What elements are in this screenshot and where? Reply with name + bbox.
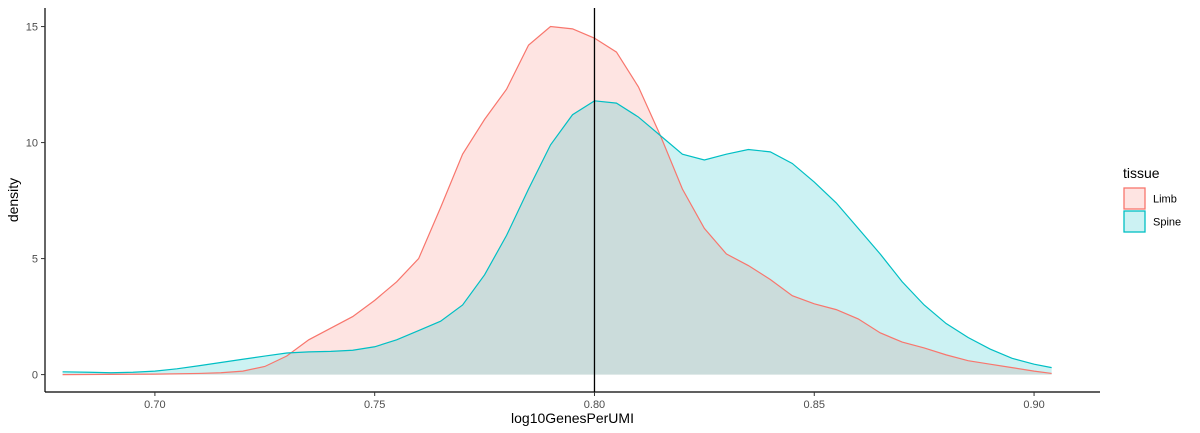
legend-key-limb <box>1123 187 1146 210</box>
legend-label-limb: Limb <box>1153 194 1177 206</box>
y-axis-title: density <box>5 178 21 222</box>
x-tick-label: 0.90 <box>1023 399 1044 411</box>
y-tick-label: 0 <box>32 370 38 382</box>
density-line-limb <box>62 25 1052 376</box>
legend-key-spine <box>1123 210 1146 233</box>
x-axis-title: log10GenesPerUMI <box>511 410 634 426</box>
density-area-spine <box>62 100 1052 375</box>
x-tick-label: 0.75 <box>364 399 385 411</box>
legend: tissue Limb Spine <box>1123 165 1181 233</box>
density-lines <box>62 25 1052 376</box>
x-tick-label: 0.70 <box>144 399 165 411</box>
x-tick-label: 0.80 <box>584 399 605 411</box>
legend-title: tissue <box>1123 165 1160 181</box>
density-line-spine <box>62 100 1052 374</box>
density-fills <box>62 26 1052 375</box>
y-tick-label: 5 <box>32 254 38 266</box>
y-axis-ticks: 0 5 10 15 <box>26 22 45 382</box>
y-tick-label: 15 <box>26 22 38 34</box>
y-tick-label: 10 <box>26 138 38 150</box>
legend-label-spine: Spine <box>1153 217 1181 229</box>
x-tick-label: 0.85 <box>804 399 825 411</box>
density-area-limb <box>62 26 1052 375</box>
x-axis-ticks: 0.70 0.75 0.80 0.85 0.90 <box>144 392 1045 411</box>
